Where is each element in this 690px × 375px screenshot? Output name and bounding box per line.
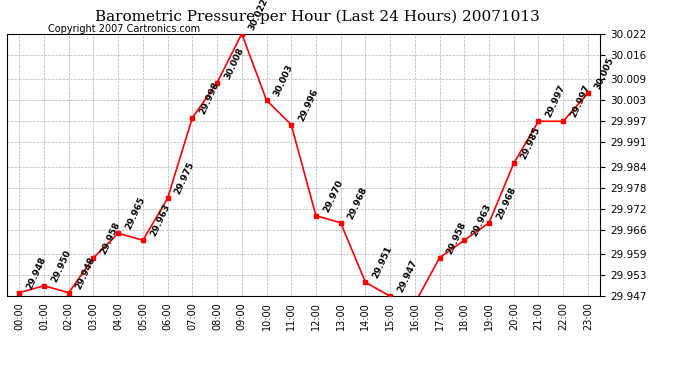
- Text: 29.958: 29.958: [445, 220, 468, 256]
- Text: 29.948: 29.948: [75, 255, 97, 291]
- Text: 29.963: 29.963: [470, 202, 493, 238]
- Text: 29.997: 29.997: [569, 84, 592, 119]
- Text: 29.958: 29.958: [99, 220, 122, 256]
- Text: 29.951: 29.951: [371, 244, 394, 280]
- Text: 29.998: 29.998: [198, 80, 221, 116]
- Text: Copyright 2007 Cartronics.com: Copyright 2007 Cartronics.com: [48, 24, 200, 34]
- Text: 29.945: 29.945: [0, 374, 1, 375]
- Text: 29.996: 29.996: [297, 87, 319, 123]
- Text: 29.985: 29.985: [520, 126, 542, 161]
- Text: 29.948: 29.948: [25, 255, 48, 291]
- Text: 30.008: 30.008: [223, 46, 245, 81]
- Text: 29.975: 29.975: [173, 160, 196, 196]
- Text: 30.005: 30.005: [593, 56, 616, 91]
- Text: 30.003: 30.003: [272, 63, 295, 98]
- Text: 30.022: 30.022: [247, 0, 270, 32]
- Text: 29.970: 29.970: [322, 178, 344, 214]
- Text: 29.997: 29.997: [544, 84, 567, 119]
- Text: 29.947: 29.947: [395, 258, 419, 294]
- Text: 29.968: 29.968: [346, 185, 369, 220]
- Text: 29.968: 29.968: [495, 185, 518, 220]
- Text: 29.965: 29.965: [124, 196, 146, 231]
- Text: 29.950: 29.950: [50, 248, 72, 284]
- Text: 29.963: 29.963: [148, 202, 171, 238]
- Text: Barometric Pressure per Hour (Last 24 Hours) 20071013: Barometric Pressure per Hour (Last 24 Ho…: [95, 9, 540, 24]
